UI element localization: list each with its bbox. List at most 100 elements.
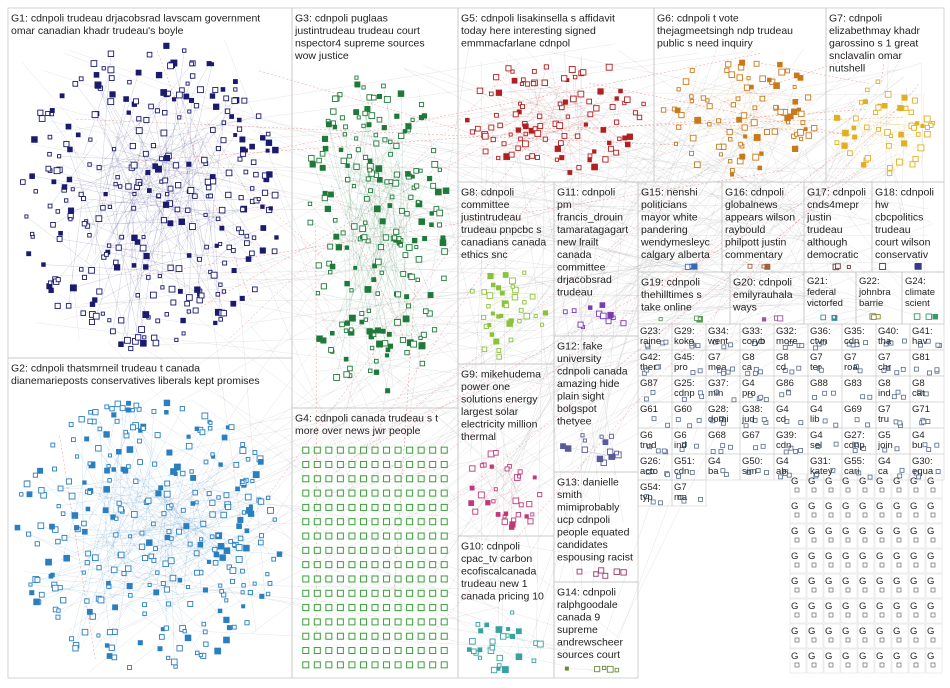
graph-node <box>417 589 425 597</box>
edge-line <box>403 176 409 286</box>
graph-node <box>429 475 437 483</box>
edge-line <box>471 71 777 563</box>
edge-line <box>400 93 406 298</box>
graph-node <box>499 633 507 640</box>
tiny-group-label: G <box>927 476 934 487</box>
graph-node <box>54 302 61 309</box>
graph-node <box>132 192 137 197</box>
edge-line <box>603 441 607 463</box>
edge-line <box>177 481 399 591</box>
graph-node <box>192 193 198 199</box>
tiny-group-label: G <box>876 501 883 512</box>
graph-node <box>225 191 232 199</box>
graph-node <box>175 265 183 272</box>
graph-node <box>925 338 931 344</box>
graph-node <box>383 546 391 554</box>
edge-line <box>309 203 377 281</box>
edge-line <box>77 529 143 532</box>
edge-line <box>349 240 415 294</box>
graph-node <box>336 647 344 655</box>
graph-node <box>359 661 367 669</box>
graph-node <box>602 572 609 579</box>
graph-node <box>828 562 834 568</box>
graph-node <box>213 320 218 326</box>
graph-node <box>759 151 764 156</box>
graph-node <box>124 336 131 344</box>
graph-node <box>440 661 448 669</box>
graph-node <box>136 116 142 122</box>
graph-node <box>406 604 414 612</box>
graph-node <box>354 81 361 88</box>
graph-node <box>814 471 820 477</box>
graph-node <box>554 157 560 162</box>
graph-node <box>786 120 791 125</box>
group-label-line: G8: cdnpoli <box>461 187 514 199</box>
graph-node <box>689 94 694 99</box>
graph-node <box>302 632 310 640</box>
graph-node <box>166 529 172 535</box>
small-group-frame <box>909 453 945 481</box>
graph-node <box>217 608 223 614</box>
small-group-label: domi <box>708 414 729 425</box>
graph-node <box>376 340 383 348</box>
edge-line <box>103 164 139 338</box>
graph-node <box>380 328 386 334</box>
graph-node <box>367 167 373 173</box>
graph-node <box>394 661 402 669</box>
edge-line <box>426 157 692 298</box>
tiny-group-label: G <box>876 476 883 487</box>
graph-node <box>532 126 538 132</box>
small-group-label: G38: <box>742 404 763 415</box>
graph-node <box>174 206 181 213</box>
graph-node <box>113 181 118 187</box>
graph-node <box>351 223 358 230</box>
edge-line <box>230 112 858 253</box>
edge-line <box>327 121 341 188</box>
highlight-edge <box>258 70 550 157</box>
graph-node <box>383 446 391 454</box>
graph-node <box>157 273 162 279</box>
graph-node <box>115 175 120 180</box>
graph-node <box>875 104 882 111</box>
edge-line <box>66 542 110 559</box>
edge-line <box>97 314 776 642</box>
graph-node <box>368 368 373 374</box>
small-group-label: coryb <box>742 336 765 347</box>
graph-node <box>622 135 628 141</box>
graph-node <box>126 583 133 590</box>
graph-node <box>268 206 273 211</box>
edge-line <box>371 117 828 310</box>
graph-node <box>302 575 310 583</box>
tiny-group-frame <box>857 573 875 599</box>
graph-node <box>313 532 321 540</box>
graph-node <box>608 145 614 152</box>
edge-line <box>209 458 261 541</box>
small-group-label: G61 <box>640 404 658 415</box>
graph-node <box>429 575 437 583</box>
graph-node <box>735 96 741 102</box>
graph-node <box>243 544 250 552</box>
edge-line <box>73 266 146 289</box>
tiny-group-frame <box>874 473 892 499</box>
graph-node <box>170 468 177 475</box>
graph-node <box>383 647 391 655</box>
graph-node <box>618 88 623 94</box>
graph-node <box>241 97 248 104</box>
graph-node <box>518 136 523 142</box>
graph-node <box>845 562 851 568</box>
graph-node <box>363 220 368 225</box>
graph-node <box>96 165 102 171</box>
edge-line <box>104 512 244 562</box>
graph-node <box>371 489 379 497</box>
graph-node <box>613 149 620 156</box>
graph-node <box>815 444 821 449</box>
edge-line <box>43 264 181 273</box>
graph-node <box>313 604 321 612</box>
graph-node <box>229 567 237 574</box>
edge-line <box>103 554 217 601</box>
edge-line <box>703 88 809 98</box>
edge-line <box>130 278 321 280</box>
graph-node <box>68 422 74 427</box>
graph-node <box>853 442 859 447</box>
graph-node <box>605 63 613 71</box>
